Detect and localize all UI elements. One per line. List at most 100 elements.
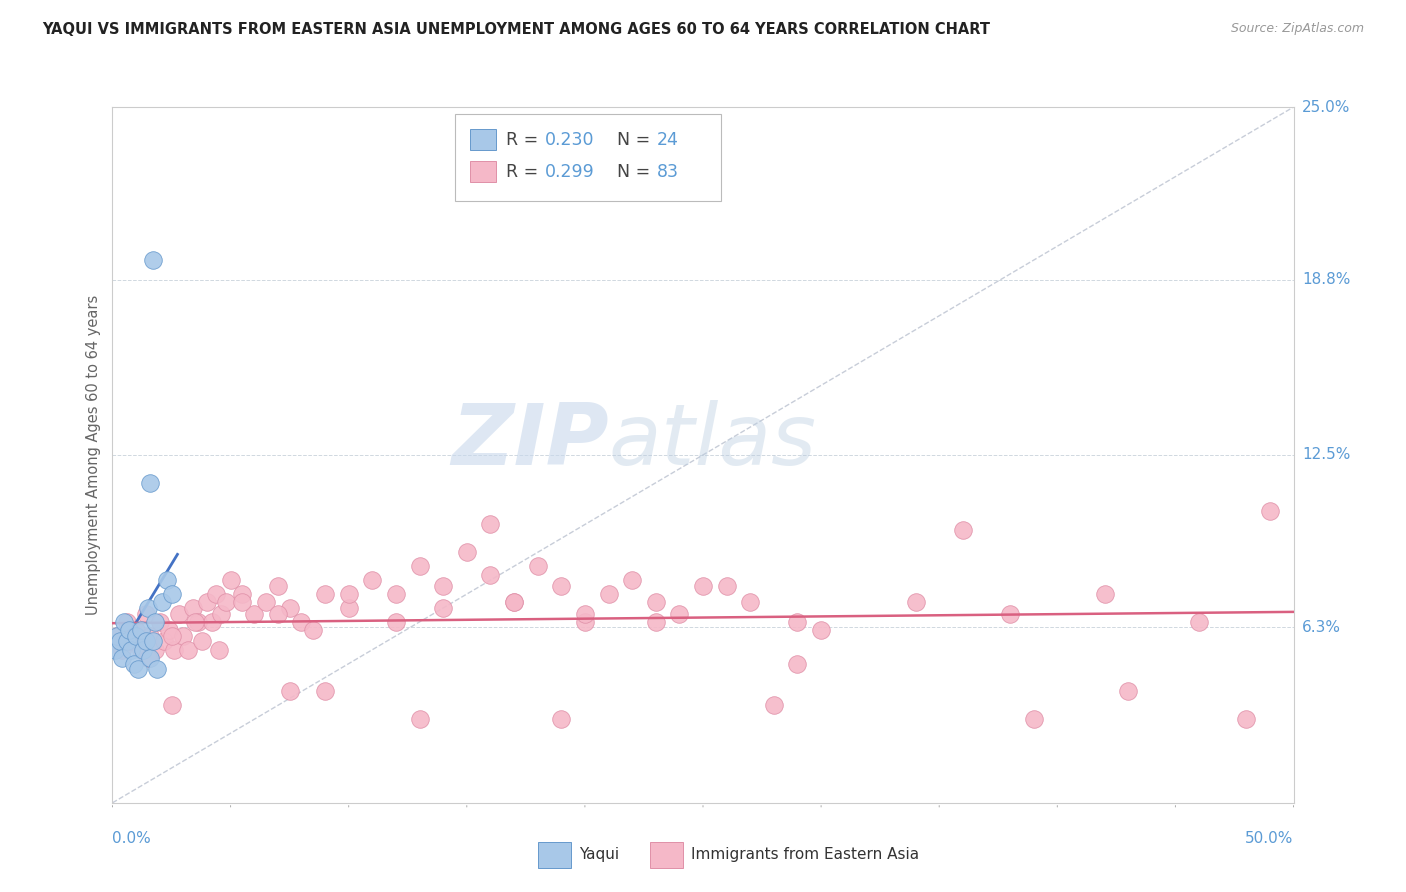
Point bbox=[181, 601, 204, 615]
Point bbox=[172, 629, 194, 643]
Point bbox=[184, 615, 207, 629]
Text: R =: R = bbox=[506, 162, 544, 181]
Point bbox=[408, 559, 430, 574]
Point bbox=[503, 595, 526, 609]
Point bbox=[136, 651, 159, 665]
Text: R =: R = bbox=[506, 131, 544, 149]
Point bbox=[160, 698, 183, 713]
Point bbox=[385, 615, 408, 629]
Point bbox=[314, 684, 336, 698]
Point bbox=[1188, 615, 1211, 629]
Point bbox=[143, 615, 166, 629]
Point bbox=[156, 573, 179, 587]
Point bbox=[361, 573, 384, 587]
Text: 25.0%: 25.0% bbox=[1302, 100, 1350, 114]
Point bbox=[150, 595, 173, 609]
Point bbox=[1022, 712, 1045, 726]
Point bbox=[205, 587, 228, 601]
Text: 6.3%: 6.3% bbox=[1302, 620, 1341, 635]
Point bbox=[644, 615, 666, 629]
Point bbox=[135, 634, 157, 648]
Point bbox=[215, 595, 238, 609]
Point bbox=[160, 629, 183, 643]
Point bbox=[132, 642, 155, 657]
Point bbox=[668, 607, 690, 621]
Point bbox=[432, 601, 454, 615]
Point bbox=[231, 587, 253, 601]
FancyBboxPatch shape bbox=[456, 114, 721, 201]
Point bbox=[120, 634, 142, 648]
Text: 50.0%: 50.0% bbox=[1246, 830, 1294, 846]
Point bbox=[762, 698, 785, 713]
Text: 12.5%: 12.5% bbox=[1302, 448, 1350, 462]
FancyBboxPatch shape bbox=[650, 842, 683, 868]
Point bbox=[127, 662, 149, 676]
Point bbox=[112, 615, 135, 629]
Point bbox=[208, 642, 231, 657]
Point bbox=[998, 607, 1021, 621]
Text: atlas: atlas bbox=[609, 400, 817, 483]
Point bbox=[267, 607, 290, 621]
Point bbox=[163, 642, 186, 657]
Point bbox=[160, 587, 183, 601]
Point bbox=[231, 595, 253, 609]
Point bbox=[142, 253, 165, 268]
Point bbox=[139, 475, 162, 490]
Point bbox=[143, 642, 166, 657]
Point bbox=[740, 595, 762, 609]
Point bbox=[104, 642, 127, 657]
Point bbox=[142, 634, 165, 648]
Point bbox=[195, 595, 218, 609]
Text: 0.230: 0.230 bbox=[544, 131, 595, 149]
Point bbox=[479, 517, 502, 532]
Point bbox=[621, 573, 644, 587]
Text: 18.8%: 18.8% bbox=[1302, 272, 1350, 287]
Point bbox=[153, 634, 176, 648]
Text: Immigrants from Eastern Asia: Immigrants from Eastern Asia bbox=[692, 847, 920, 863]
Point bbox=[456, 545, 478, 559]
Point bbox=[149, 615, 172, 629]
Point bbox=[120, 642, 142, 657]
Point bbox=[290, 615, 312, 629]
Point bbox=[786, 615, 808, 629]
Point bbox=[337, 587, 360, 601]
Text: Source: ZipAtlas.com: Source: ZipAtlas.com bbox=[1230, 22, 1364, 36]
Point bbox=[157, 624, 180, 638]
Point bbox=[278, 684, 301, 698]
Text: YAQUI VS IMMIGRANTS FROM EASTERN ASIA UNEMPLOYMENT AMONG AGES 60 TO 64 YEARS COR: YAQUI VS IMMIGRANTS FROM EASTERN ASIA UN… bbox=[42, 22, 990, 37]
FancyBboxPatch shape bbox=[471, 129, 496, 150]
Point bbox=[122, 657, 145, 671]
Text: 0.0%: 0.0% bbox=[112, 830, 152, 846]
Point bbox=[105, 629, 128, 643]
Text: 83: 83 bbox=[657, 162, 679, 181]
Point bbox=[302, 624, 325, 638]
Point bbox=[111, 651, 134, 665]
Text: N =: N = bbox=[606, 131, 657, 149]
Point bbox=[574, 607, 596, 621]
Point bbox=[598, 587, 620, 601]
Point bbox=[125, 624, 148, 638]
Point bbox=[278, 601, 301, 615]
Point bbox=[139, 651, 162, 665]
Point bbox=[115, 615, 138, 629]
Point bbox=[1094, 587, 1116, 601]
Point bbox=[1234, 712, 1257, 726]
Point bbox=[503, 595, 526, 609]
Text: Yaqui: Yaqui bbox=[579, 847, 619, 863]
Point bbox=[644, 595, 666, 609]
Point bbox=[115, 634, 138, 648]
Point bbox=[105, 629, 128, 643]
Point bbox=[136, 601, 159, 615]
Point bbox=[1258, 503, 1281, 517]
Point bbox=[1116, 684, 1139, 698]
Point bbox=[112, 634, 135, 648]
Point bbox=[716, 579, 738, 593]
Text: 0.299: 0.299 bbox=[544, 162, 595, 181]
Point bbox=[810, 624, 832, 638]
Point bbox=[129, 642, 152, 657]
Point bbox=[139, 629, 162, 643]
Point bbox=[186, 615, 208, 629]
Point bbox=[314, 587, 336, 601]
Point bbox=[135, 607, 157, 621]
Point bbox=[952, 523, 974, 537]
